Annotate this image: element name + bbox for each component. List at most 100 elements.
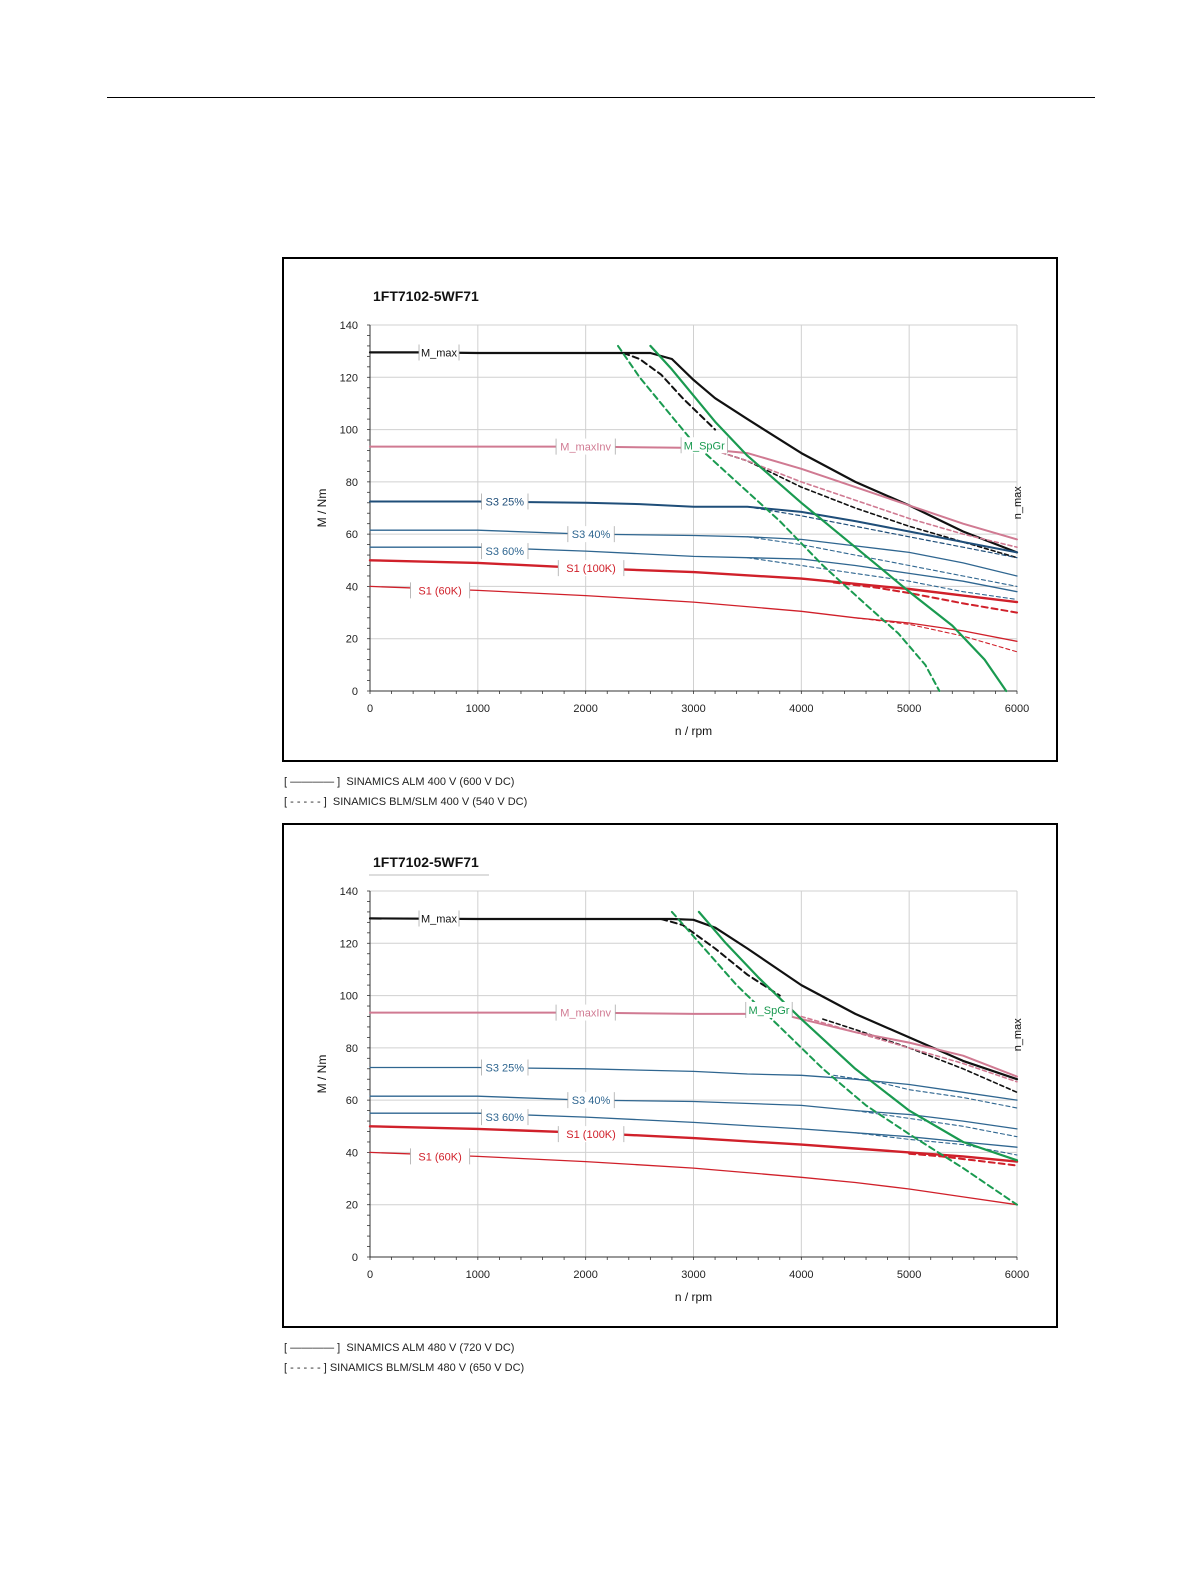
- series-s1-60k-dashed: [854, 617, 1018, 653]
- legend-blm-slm-400: [ - - - - - ] SINAMICS BLM/SLM 400 V (54…: [284, 796, 528, 808]
- series-m-max-dashed: [714, 449, 1018, 559]
- x-tick-label: 6000: [1005, 1269, 1029, 1281]
- series-m-max-solid: [368, 917, 1019, 1081]
- x-axis-label: n / rpm: [675, 724, 712, 738]
- x-tick-label: 1000: [466, 703, 490, 715]
- x-tick-label: 1000: [466, 1269, 490, 1281]
- annotation-m-spgr: M_SpGr: [684, 440, 725, 452]
- y-tick-label: 80: [346, 477, 358, 489]
- series-m-maxinv-dashed: [800, 1015, 1018, 1083]
- annotation-s3-60: S3 60%: [486, 1112, 525, 1124]
- series-m-spgr-dashed: [617, 344, 941, 692]
- series-m-spgr-dashed: [670, 910, 1018, 1206]
- series-s1-100k-solid: [368, 1125, 1019, 1163]
- series-s3-60-dashed: [854, 1132, 1018, 1156]
- annotation-s3-40: S3 40%: [572, 529, 611, 541]
- annotation-m-spgr: M_SpGr: [748, 1005, 789, 1017]
- annotation-bg: [556, 1004, 616, 1021]
- annotation-m-maxinv: M_maxInv: [560, 442, 611, 454]
- legend-alm-400: [ ———— ] SINAMICS ALM 400 V (600 V DC): [284, 776, 515, 788]
- annotation-s3-40: S3 40%: [572, 1095, 611, 1107]
- y-tick-label: 140: [340, 886, 358, 898]
- annotation-s3-25: S3 25%: [486, 496, 525, 508]
- annotation-s3-25: S3 25%: [486, 1062, 525, 1074]
- annotation-bg: [567, 1092, 615, 1109]
- x-tick-label: 0: [367, 703, 373, 715]
- y-tick-label: 100: [340, 991, 358, 1003]
- annotation-s1-60k: S1 (60K): [418, 1151, 461, 1163]
- y-axis-label: M / Nm: [315, 1055, 329, 1094]
- annotation-n-max: n_max: [1012, 486, 1024, 520]
- series-s3-25-dashed: [746, 506, 1018, 559]
- annotation-s1-100k: S1 (100K): [566, 1129, 616, 1141]
- annotation-n-max: n_max: [1012, 1018, 1024, 1052]
- y-tick-label: 0: [352, 1252, 358, 1264]
- series-s1-100k-dashed: [832, 581, 1018, 614]
- series-s3-40-dashed: [746, 536, 1018, 587]
- annotation-s3-60: S3 60%: [486, 546, 525, 558]
- series-s1-60k-solid: [369, 1151, 1018, 1206]
- annotation-bg: [419, 910, 460, 927]
- annotation-bg: [410, 582, 470, 599]
- series-m-max-dashed: [622, 352, 717, 431]
- series-s1-100k-dashed: [908, 1152, 1018, 1167]
- annotation-bg: [481, 493, 528, 510]
- series-m-maxinv-solid: [369, 445, 1018, 541]
- y-tick-label: 120: [340, 938, 358, 950]
- x-axis-label: n / rpm: [675, 1290, 712, 1304]
- y-axis-label: M / Nm: [315, 489, 329, 528]
- annotation-m-max: M_max: [421, 913, 458, 925]
- y-tick-label: 0: [352, 686, 358, 698]
- x-tick-label: 0: [367, 1269, 373, 1281]
- y-tick-label: 120: [340, 372, 358, 384]
- series-s3-40-dashed: [854, 1110, 1018, 1138]
- y-tick-label: 140: [340, 320, 358, 332]
- chart-title: 1FT7102-5WF71: [373, 854, 479, 870]
- chart-panel-480v: 1FT7102-5WF71 0 1000 2000 3000 4000 5000 6000 0 2…: [282, 823, 1058, 1328]
- series-m-spgr-solid: [649, 344, 1008, 693]
- torque-speed-chart-400v: 1FT7102-5WF71 0 1000 2000 3000 4000 5000 6000 0 2…: [315, 288, 1029, 738]
- series-s1-60k-solid: [369, 585, 1018, 642]
- annotation-bg: [481, 1109, 528, 1126]
- annotation-bg: [556, 438, 616, 455]
- x-tick-label: 4000: [789, 703, 813, 715]
- x-tick-label: 3000: [681, 1269, 705, 1281]
- y-tick-label: 60: [346, 1095, 358, 1107]
- y-tick-label: 40: [346, 581, 358, 593]
- annotation-m-maxinv: M_maxInv: [560, 1008, 611, 1020]
- series-m-spgr-solid: [697, 910, 1019, 1162]
- annotation-bg: [745, 1001, 793, 1018]
- annotation-s1-60k: S1 (60K): [418, 585, 461, 597]
- series-s3-25-solid: [369, 1066, 1018, 1101]
- y-tick-label: 100: [340, 425, 358, 437]
- x-tick-label: 5000: [897, 1269, 921, 1281]
- annotation-bg: [481, 543, 528, 560]
- series-s3-40-solid: [369, 1095, 1018, 1130]
- legend-blm-slm-480: [ - - - - - ] SINAMICS BLM/SLM 480 V (65…: [284, 1362, 525, 1374]
- series-s3-40-solid: [369, 529, 1018, 577]
- series-m-maxinv-dashed: [714, 449, 1018, 549]
- annotation-bg: [481, 1059, 528, 1076]
- series-s1-100k-solid: [368, 559, 1019, 604]
- x-tick-label: 2000: [573, 703, 597, 715]
- series-m-max-dashed: [660, 918, 781, 997]
- annotation-bg: [558, 560, 624, 577]
- chart-title: 1FT7102-5WF71: [373, 288, 479, 304]
- y-tick-label: 20: [346, 1200, 358, 1212]
- annotation-bg: [567, 526, 615, 543]
- annotation-bg: [419, 344, 460, 361]
- annotation-bg: [558, 1126, 624, 1143]
- series-m-max-dashed: [822, 1018, 1018, 1094]
- annotation-s1-100k: S1 (100K): [566, 563, 616, 575]
- legend-alm-480: [ ———— ] SINAMICS ALM 480 V (720 V DC): [284, 1342, 515, 1354]
- annotation-m-max: M_max: [421, 347, 458, 359]
- y-tick-label: 20: [346, 634, 358, 646]
- page-top-rule: [107, 97, 1095, 98]
- y-tick-label: 40: [346, 1147, 358, 1159]
- x-tick-label: 2000: [573, 1269, 597, 1281]
- series-s3-60-solid: [369, 546, 1018, 593]
- annotation-bg: [410, 1148, 470, 1165]
- x-tick-label: 5000: [897, 703, 921, 715]
- x-tick-label: 6000: [1005, 703, 1029, 715]
- x-tick-label: 3000: [681, 703, 705, 715]
